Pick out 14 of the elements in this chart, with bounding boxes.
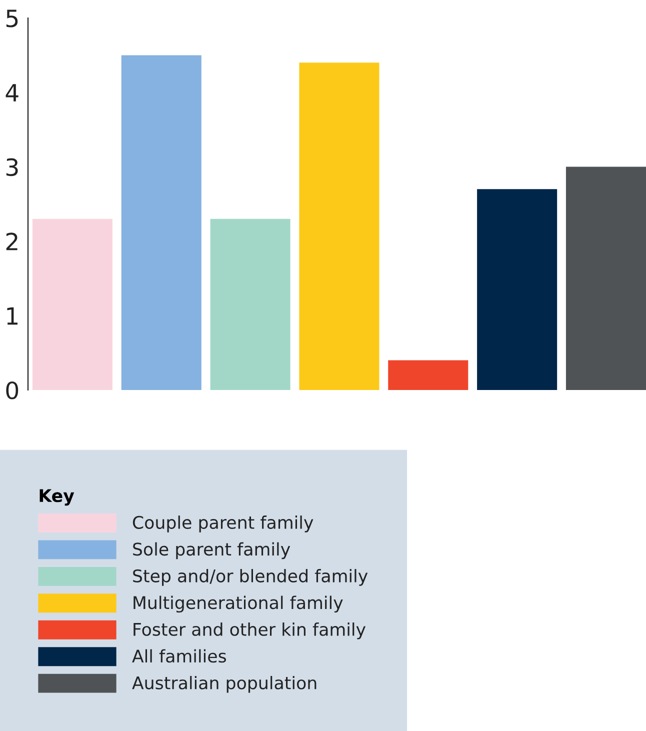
y-tick-label: 2	[6, 232, 18, 250]
y-tick-label: 0	[6, 381, 18, 400]
y-tick-label: 4	[6, 84, 18, 102]
y-tick-label: 3	[6, 158, 18, 176]
legend-label: Multigenerational family	[134, 596, 343, 613]
legend-label: All families	[132, 649, 226, 663]
legend-title: Key	[40, 489, 74, 506]
legend-label: Sole parent family	[133, 542, 290, 560]
legend-label: Couple parent family	[132, 516, 314, 532]
legend-label: Australian population	[132, 676, 316, 693]
y-tick-label: 5	[6, 10, 18, 28]
legend-label: Foster and other kin family	[134, 622, 366, 640]
legend-label: Step and/or blended family	[133, 569, 368, 586]
y-tick-label: 1	[7, 307, 18, 325]
